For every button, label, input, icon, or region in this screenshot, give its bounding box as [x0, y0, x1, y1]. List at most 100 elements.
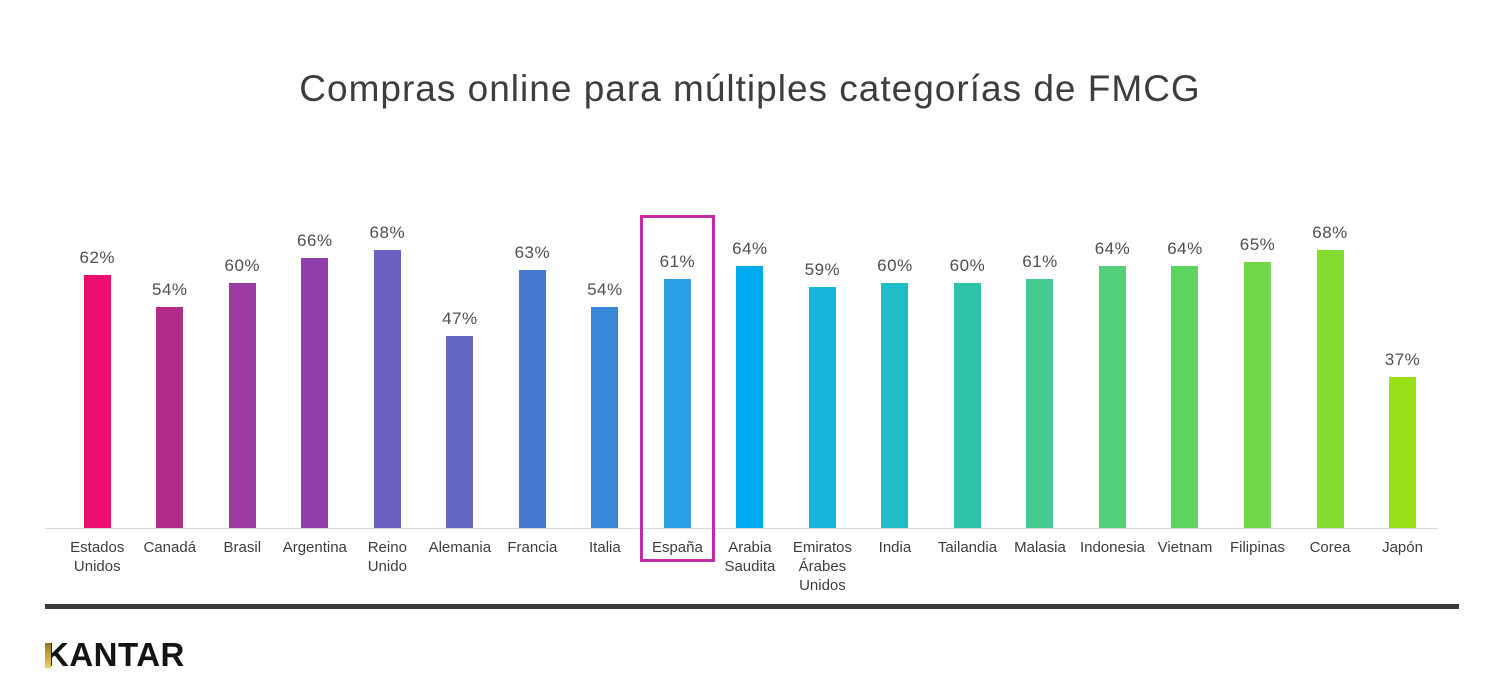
bar-column: 60% India — [859, 250, 932, 595]
bar-value-label: 47% — [442, 308, 478, 328]
bar-category-label: Alemania — [428, 539, 492, 556]
bar-value-label: 61% — [659, 251, 696, 271]
bar — [1316, 250, 1344, 528]
bar-value-label: 62% — [79, 247, 116, 267]
kantar-logo: KANTAR — [45, 636, 185, 674]
bar-value-label: 54% — [152, 280, 188, 300]
kantar-logo-text: KANTAR — [45, 636, 185, 673]
bar-column: 61% España — [641, 250, 714, 595]
bar-area: 54% — [569, 250, 642, 528]
bar-value-label: 68% — [1312, 223, 1348, 242]
bar-value-label: 60% — [224, 255, 261, 275]
bar-value-label: 61% — [1022, 251, 1058, 271]
bar-category-label: Malasia — [1014, 539, 1066, 556]
bar-column: 60% Tailandia — [931, 250, 1004, 595]
bar — [953, 282, 981, 528]
bar-area: 66% — [279, 231, 352, 528]
bar-column: 54% Italia — [569, 250, 642, 595]
bar-category-label: Francia — [507, 539, 558, 556]
bar-category-label: Canadá — [143, 539, 197, 556]
bar-value-label: 63% — [514, 243, 551, 263]
bar-area: 61% — [1004, 250, 1077, 528]
bar-value-label: 59% — [804, 259, 841, 279]
bar-area: 63% — [496, 243, 569, 528]
bar-column: 37% Japón — [1366, 250, 1439, 595]
bar-column: 64% Vietnam — [1149, 239, 1222, 595]
bar-value-label: 60% — [877, 255, 913, 275]
bar-value-label: 68% — [369, 223, 406, 242]
bar-column: 60% Brasil — [206, 250, 279, 595]
bar-area: 54% — [134, 250, 207, 528]
bar-category-label: España — [651, 539, 703, 556]
bar-area: 64% — [1076, 239, 1149, 528]
x-axis-line — [45, 528, 1437, 529]
bar — [1244, 262, 1271, 528]
bar-category-label: Reino Unido — [367, 539, 407, 575]
bar-value-label: 37% — [1384, 349, 1421, 369]
bar-category-label: Indonesia — [1079, 539, 1145, 556]
bar-area: 64% — [1149, 239, 1222, 528]
bar — [881, 282, 909, 528]
bar — [663, 278, 691, 528]
bar-area: 37% — [1366, 250, 1439, 528]
bar-area: 60% — [206, 250, 279, 528]
bar-category-label: Emiratos Árabes Unidos — [792, 539, 852, 594]
bar-column: 64% Arabia Saudita — [714, 239, 787, 595]
bar-category-label: Tailandia — [937, 539, 998, 556]
bar-area: 68% — [351, 223, 424, 528]
bar-area: 68% — [1294, 223, 1367, 528]
bar-value-label: 60% — [949, 255, 986, 275]
bar — [156, 307, 184, 528]
bar-area: 62% — [61, 247, 134, 528]
bar — [808, 286, 836, 528]
bar-column: 62% Estados Unidos — [61, 247, 134, 595]
bar-chart: 62% Estados Unidos 54% Canadá 60% Brasil… — [45, 215, 1439, 595]
bar — [301, 258, 329, 528]
bar — [228, 282, 256, 528]
bar — [518, 270, 546, 528]
bar — [736, 266, 764, 528]
bar — [1026, 278, 1054, 528]
bar-category-label: Vietnam — [1157, 539, 1213, 556]
bar — [373, 250, 401, 528]
bar-column: 61% Malasia — [1004, 250, 1077, 595]
bar-area: 65% — [1221, 235, 1294, 528]
bar-column: 68% Corea — [1294, 223, 1367, 595]
bar-category-label: Argentina — [282, 539, 347, 556]
bar-column: 47% Alemania — [424, 250, 497, 595]
bar — [1389, 376, 1417, 528]
bar-column: 63% Francia — [496, 243, 569, 595]
bar-column: 64% Indonesia — [1076, 239, 1149, 595]
chart-title: Compras online para múltiples categorías… — [299, 68, 1201, 109]
bar-area: 59% — [786, 250, 859, 528]
bar-category-label: Brasil — [223, 539, 262, 556]
bar-value-label: 64% — [1094, 239, 1131, 259]
kantar-logo-gold-stem-icon — [45, 643, 51, 668]
bars-row: 62% Estados Unidos 54% Canadá 60% Brasil… — [61, 223, 1439, 595]
bar — [446, 335, 474, 528]
bar-area: 61% — [641, 250, 714, 528]
bar-column: 66% Argentina — [279, 231, 352, 595]
bar-area: 60% — [931, 250, 1004, 528]
bar-value-label: 65% — [1239, 235, 1276, 255]
footer-rule — [45, 604, 1459, 609]
bar-category-label: Arabia Saudita — [724, 539, 776, 575]
bar-value-label: 66% — [297, 231, 333, 251]
espana-highlight-box — [639, 215, 715, 562]
bar-category-label: Filipinas — [1229, 539, 1286, 556]
bar-area: 47% — [424, 250, 497, 528]
bar-area: 60% — [859, 250, 932, 528]
bar-category-label: Estados Unidos — [70, 539, 125, 575]
bar-category-label: Italia — [589, 539, 621, 556]
bar-area: 64% — [714, 239, 787, 528]
bar-value-label: 64% — [732, 239, 768, 259]
bar-column: 65% Filipinas — [1221, 235, 1294, 595]
bar — [83, 274, 111, 528]
bar-category-label: India — [878, 539, 912, 556]
bar-column: 68% Reino Unido — [351, 223, 424, 595]
bar-category-label: Corea — [1309, 539, 1351, 556]
bar — [1098, 266, 1126, 528]
bar-column: 59% Emiratos Árabes Unidos — [786, 250, 859, 595]
bar — [591, 307, 619, 528]
